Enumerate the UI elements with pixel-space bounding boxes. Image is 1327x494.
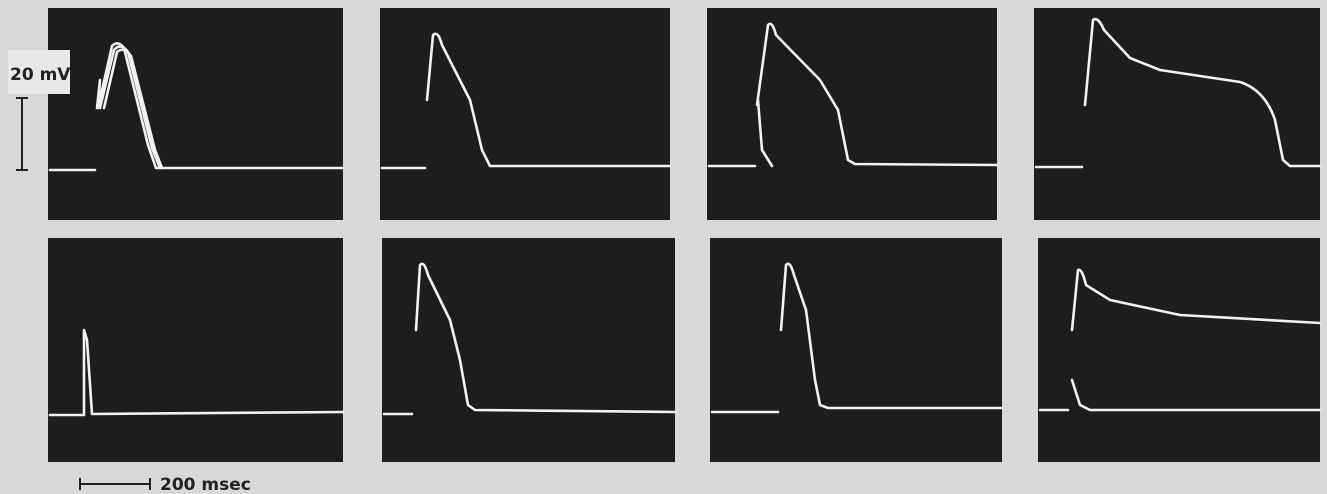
panel (710, 238, 1002, 462)
figure: 20 mV 200 msec (0, 0, 1327, 494)
panel (48, 238, 343, 462)
panel (707, 8, 997, 220)
panel (380, 8, 670, 220)
panel (1034, 8, 1320, 220)
voltage-scale-label: 20 mV (10, 65, 71, 85)
panel (48, 8, 343, 220)
time-scale-label: 200 msec (160, 475, 251, 494)
